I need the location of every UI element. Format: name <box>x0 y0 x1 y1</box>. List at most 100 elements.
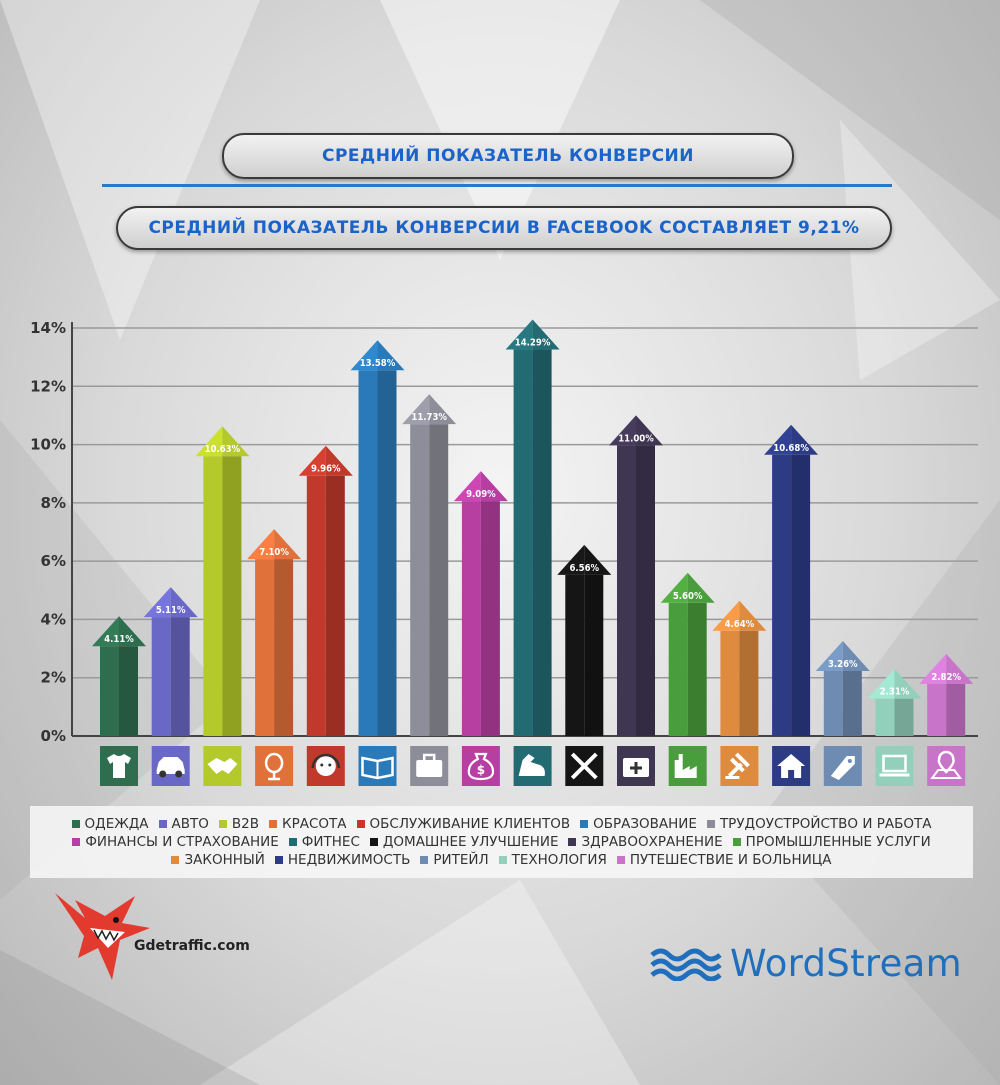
y-tick-label: 12% <box>30 377 66 395</box>
bar-shaft <box>410 424 430 736</box>
legend-item: ТРУДОУСТРОЙСТВО И РАБОТА <box>706 816 932 832</box>
legend-label: ТЕХНОЛОГИЯ <box>511 852 607 868</box>
bar-arrowhead-shade <box>532 319 560 350</box>
legend-swatch <box>288 838 297 846</box>
bar-value-label: 10.63% <box>205 444 241 455</box>
factory-icon <box>668 746 707 786</box>
bar-arrowhead <box>92 616 119 647</box>
bar-value-label: 5.11% <box>156 605 186 616</box>
legend-swatch <box>568 838 577 846</box>
bar-value-label: 6.56% <box>569 563 599 574</box>
bar-arrowhead-shade <box>636 415 663 446</box>
y-tick-label: 14% <box>30 319 66 337</box>
bar-10: 6.56% <box>557 544 612 736</box>
bar-shaft-shade <box>119 646 138 736</box>
bar-arrowhead-shade <box>274 529 302 560</box>
legend-swatch <box>356 820 365 828</box>
legend-label: НЕДВИЖИМОСТЬ <box>287 852 411 868</box>
legend-swatch <box>71 820 80 828</box>
legend-item: ПУТЕШЕСТВИЕ И БОЛЬНИЦА <box>616 852 832 868</box>
legend-item: ПРОМЫШЛЕННЫЕ УСЛУГИ <box>732 834 931 850</box>
legend-item: ЗДРАВООХРАНЕНИЕ <box>568 834 723 850</box>
bar-arrowhead <box>660 572 688 603</box>
bar-shaft-shade <box>894 698 914 736</box>
bar-arrowhead <box>505 319 533 350</box>
bar-shaft-shade <box>946 683 966 736</box>
bar-5: 9.96% <box>298 445 353 736</box>
y-tick-label: 4% <box>41 610 66 628</box>
bar-value-label: 4.11% <box>104 634 134 645</box>
first-aid-icon <box>617 746 655 786</box>
legend-label: ПРОМЫШЛЕННЫЕ УСЛУГИ <box>745 834 931 850</box>
muscle-icon <box>513 746 552 786</box>
bar-8: 9.09% <box>453 471 508 736</box>
legend-swatch <box>580 820 589 828</box>
bar-arrowhead-shade <box>894 668 922 699</box>
legend-label: ТРУДОУСТРОЙСТВО И РАБОТА <box>719 816 932 832</box>
legend-item: АВТО <box>158 816 209 832</box>
bar-shaft-shade <box>274 559 294 736</box>
tshirt-icon <box>100 746 138 786</box>
legend-swatch <box>498 856 507 864</box>
bar-arrowhead <box>453 471 481 502</box>
tag-icon <box>823 746 862 786</box>
bar-value-label: 11.00% <box>618 433 654 444</box>
bar-6: 13.58% <box>350 340 405 736</box>
bar-value-label: 7.10% <box>259 547 289 558</box>
legend-label: ФИТНЕС <box>301 834 360 850</box>
handshake-icon <box>203 746 242 786</box>
bar-arrowhead <box>195 426 223 457</box>
bar-value-label: 2.82% <box>931 672 961 683</box>
wordstream-brand: WordStream <box>730 941 962 985</box>
bar-arrowhead-shade <box>429 394 457 425</box>
legend-item: ОБСЛУЖИВАНИЕ КЛИЕНТОВ <box>356 816 570 832</box>
bar-shaft-shade <box>584 574 604 736</box>
legend-label: ОДЕЖДА <box>84 816 149 832</box>
legend-swatch <box>158 820 167 828</box>
bar-2: 5.11% <box>143 587 198 736</box>
bar-shaft <box>823 670 843 736</box>
title-divider <box>102 184 892 187</box>
y-tick-label: 8% <box>41 494 66 512</box>
legend-label: ЗДРАВООХРАНЕНИЕ <box>581 834 723 850</box>
bar-shaft <box>255 559 275 736</box>
category-icons: $ <box>100 746 966 786</box>
bar-arrowhead-shade <box>687 572 715 603</box>
bar-value-label: 9.09% <box>466 489 496 500</box>
bar-arrowhead-shade <box>842 640 870 671</box>
legend-item: НЕДВИЖИМОСТЬ <box>274 852 411 868</box>
bar-13: 4.64% <box>712 600 767 736</box>
bar-arrowhead-shade <box>170 587 198 618</box>
bar-arrowhead <box>609 415 636 446</box>
legend-item: КРАСОТА <box>269 816 347 832</box>
legend: ОДЕЖДА АВТО B2B КРАСОТА ОБСЛУЖИВАНИЕ КЛИЕНТО… <box>30 806 973 878</box>
bar-arrowhead-shade <box>584 544 612 575</box>
bar-arrowhead <box>712 600 740 631</box>
bar-arrowhead-shade <box>791 424 819 455</box>
legend-label: ФИНАНСЫ И СТРАХОВАНИЕ <box>85 834 279 850</box>
bar-value-label: 14.29% <box>515 338 551 349</box>
bar-shaft <box>513 349 533 736</box>
house-icon <box>772 746 811 786</box>
bar-shaft-shade <box>222 456 242 736</box>
bar-arrowhead <box>350 340 378 371</box>
legend-item: ДОМАШНЕЕ УЛУЧШЕНИЕ <box>369 834 558 850</box>
legend-swatch <box>218 820 227 828</box>
bar-arrowhead-shade <box>119 616 146 647</box>
legend-label: ОБРАЗОВАНИЕ <box>593 816 697 832</box>
legend-swatch <box>269 820 278 828</box>
bar-shaft <box>668 602 688 736</box>
bar-shaft <box>461 501 481 736</box>
bar-15: 3.26% <box>815 640 870 736</box>
legend-item: ТЕХНОЛОГИЯ <box>498 852 607 868</box>
wordstream-logo: WordStream <box>650 938 980 988</box>
svg-text:$: $ <box>477 763 485 777</box>
bar-4: 7.10% <box>247 529 302 736</box>
money-bag-icon: $ <box>461 746 500 786</box>
bar-value-label: 11.73% <box>411 412 447 423</box>
bar-arrowhead-shade <box>739 600 767 631</box>
bar-value-label: 13.58% <box>360 358 396 369</box>
bar-arrowhead <box>867 668 895 699</box>
bar-value-label: 3.26% <box>828 659 858 670</box>
